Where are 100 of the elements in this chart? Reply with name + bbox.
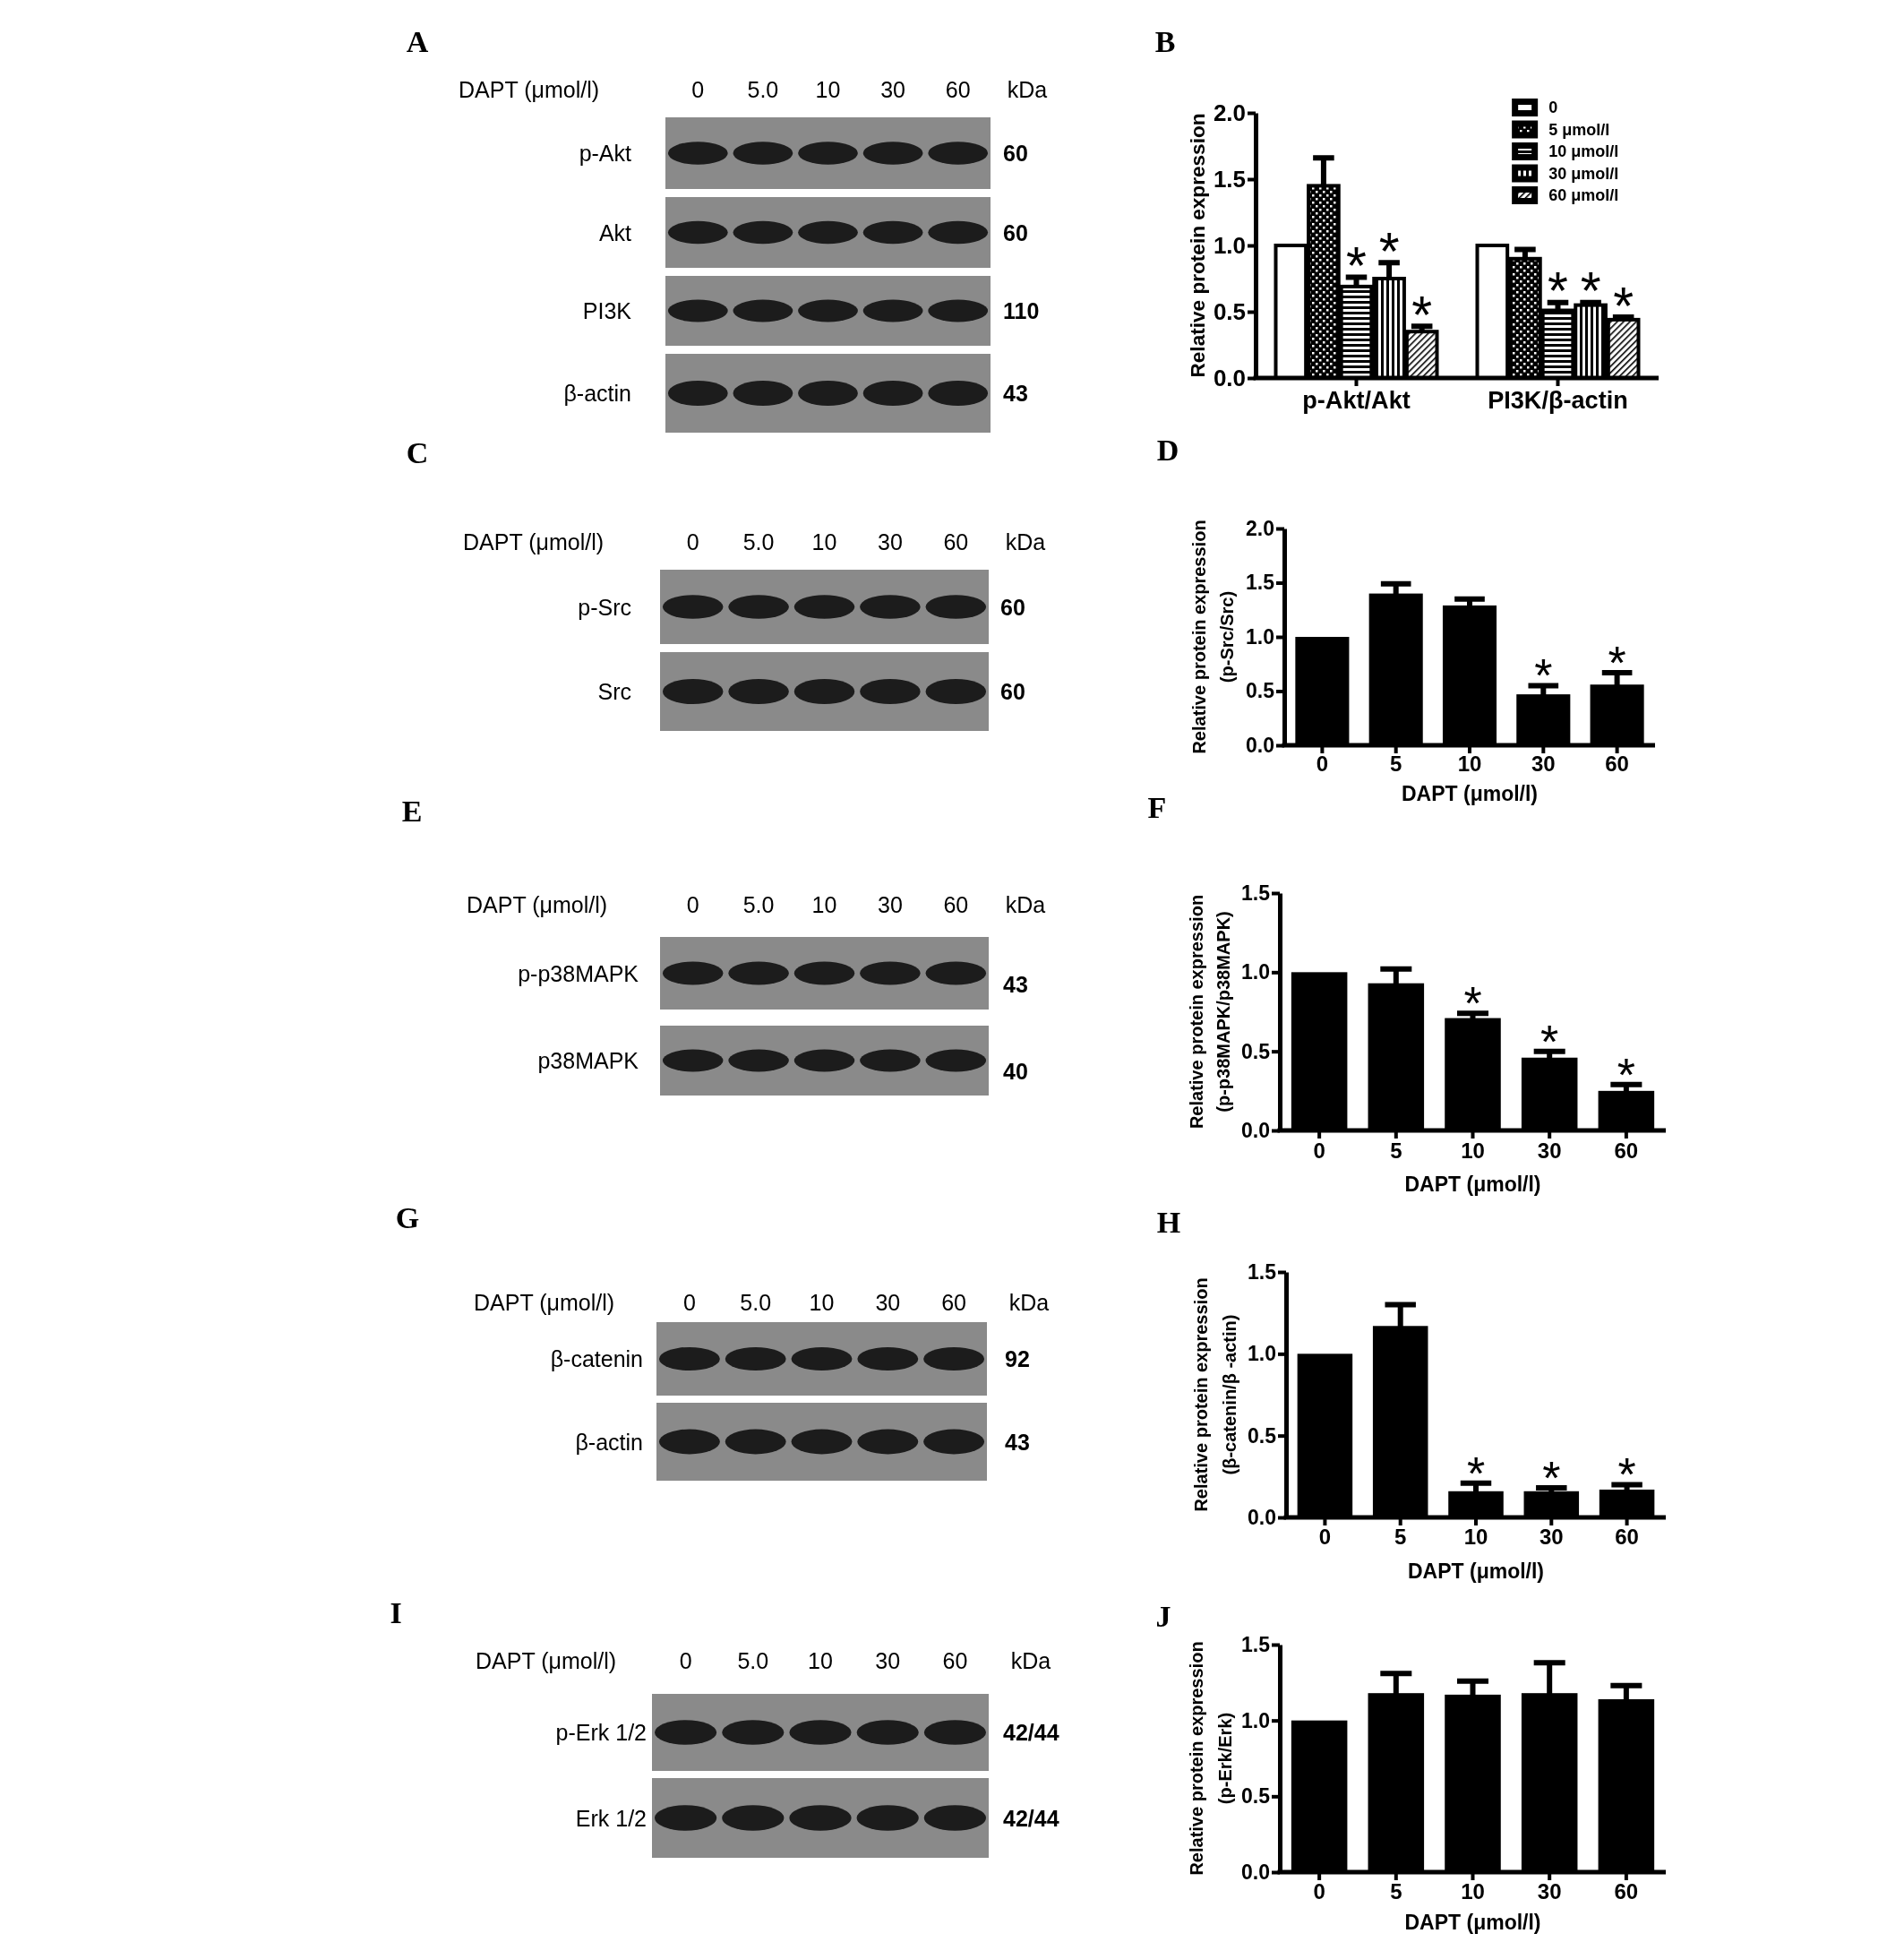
x-tick-label: p-Akt/Akt bbox=[1302, 386, 1411, 414]
category-label: 60 bbox=[945, 77, 971, 102]
y-tick-label: 1.5 bbox=[1246, 571, 1275, 595]
y-axis-title: Relative protein expression (p-Erk/Erk) bbox=[1187, 1641, 1235, 1876]
x-tick-label: 30 bbox=[1537, 1139, 1562, 1163]
category-label: Akt bbox=[598, 219, 631, 245]
x-tick-label: 10 bbox=[1457, 752, 1482, 776]
x-tick-label: 0 bbox=[1313, 1139, 1325, 1163]
text: DAPT (μmol/l) bbox=[474, 1290, 615, 1315]
y-tick-label: 1.0 bbox=[1241, 960, 1270, 984]
y-tick-label: 1.0 bbox=[1213, 231, 1246, 259]
text: kDa bbox=[1008, 1290, 1050, 1315]
y-axis-title: Relative protein expression (β-catenin/β -actin) bbox=[1191, 1277, 1239, 1512]
y-tick-label: 1.5 bbox=[1248, 1259, 1277, 1284]
y-tick-label: 0.5 bbox=[1241, 1039, 1271, 1063]
y-axis-title: Relative protein expression (p-Src/Src) bbox=[1189, 520, 1237, 754]
text: C bbox=[406, 435, 429, 469]
x-axis-title: DAPT (μmol/l) bbox=[1404, 1173, 1541, 1196]
text: kDa bbox=[1010, 1648, 1051, 1673]
legend-label: 0 bbox=[1548, 99, 1558, 116]
category-label: 60 bbox=[1000, 594, 1025, 620]
x-tick-label: 5 bbox=[1390, 752, 1402, 776]
data-label: * bbox=[1466, 1447, 1486, 1499]
category-label: β-catenin bbox=[550, 1346, 643, 1371]
chart-title: J bbox=[1155, 1599, 1171, 1633]
category-label: p-Erk 1/2 bbox=[555, 1720, 647, 1745]
data-label: * bbox=[1613, 276, 1634, 335]
data-label: * bbox=[1346, 236, 1367, 296]
x-tick-label: 60 bbox=[1614, 1879, 1639, 1903]
data-label: * bbox=[1548, 262, 1568, 321]
category-label: 0 bbox=[691, 77, 705, 102]
text: kDa bbox=[1007, 77, 1048, 102]
data-label: * bbox=[1617, 1048, 1635, 1101]
text: A bbox=[406, 24, 429, 58]
x-tick-label: 60 bbox=[1614, 1139, 1639, 1163]
x-tick-label: 0 bbox=[1313, 1879, 1325, 1903]
data-label: * bbox=[1617, 1448, 1636, 1501]
y-tick-label: 1.0 bbox=[1248, 1342, 1276, 1366]
x-axis-title: DAPT (μmol/l) bbox=[1404, 1911, 1541, 1934]
x-tick-label: 30 bbox=[1537, 1879, 1562, 1903]
legend-label: 10 μmol/l bbox=[1548, 142, 1619, 160]
category-label: 60 bbox=[943, 529, 969, 554]
data-label: * bbox=[1540, 1015, 1559, 1068]
y-tick-label: 0.0 bbox=[1213, 364, 1246, 391]
x-tick-label: 5 bbox=[1394, 1525, 1407, 1549]
chart-title: D bbox=[1156, 433, 1179, 467]
y-tick-label: 0.5 bbox=[1248, 1423, 1277, 1448]
data-label: * bbox=[1608, 636, 1626, 689]
chart-title: F bbox=[1147, 790, 1167, 824]
data-label: * bbox=[1580, 262, 1601, 321]
y-tick-label: 0.0 bbox=[1241, 1118, 1270, 1142]
category-label: 0 bbox=[682, 1290, 696, 1315]
legend-label: 5 μmol/l bbox=[1548, 120, 1610, 139]
data-label: * bbox=[1542, 1452, 1561, 1505]
category-label: 30 bbox=[877, 529, 903, 554]
category-label: 60 bbox=[1003, 141, 1028, 166]
category-label: β-actin bbox=[563, 381, 631, 406]
category-label: 10 bbox=[811, 892, 837, 917]
category-label: 60 bbox=[1003, 219, 1028, 245]
category-label: 30 bbox=[875, 1290, 901, 1315]
legend-label: 60 μmol/l bbox=[1548, 186, 1619, 204]
y-tick-label: 0.5 bbox=[1246, 679, 1275, 703]
y-tick-label: 2.0 bbox=[1246, 516, 1274, 540]
y-tick-label: 0.0 bbox=[1248, 1505, 1276, 1529]
x-axis-title: DAPT (μmol/l) bbox=[1407, 1560, 1545, 1583]
category-label: 30 bbox=[875, 1648, 901, 1673]
category-label: p38MAPK bbox=[537, 1048, 639, 1073]
category-label: 30 bbox=[877, 892, 903, 917]
x-tick-label: 0 bbox=[1316, 752, 1329, 776]
x-tick-label: 60 bbox=[1615, 1525, 1639, 1549]
category-label: 43 bbox=[1003, 381, 1028, 406]
category-label: 10 bbox=[815, 77, 841, 102]
text: I bbox=[390, 1595, 402, 1629]
y-tick-label: 1.5 bbox=[1241, 1632, 1271, 1656]
y-tick-label: 0.5 bbox=[1241, 1784, 1271, 1809]
category-label: Src bbox=[597, 679, 631, 704]
category-label: p-Akt bbox=[579, 141, 631, 166]
text: G bbox=[395, 1200, 420, 1234]
text: DAPT (μmol/l) bbox=[463, 529, 605, 554]
category-label: 42/44 bbox=[1003, 1720, 1059, 1745]
y-tick-label: 1.0 bbox=[1241, 1708, 1270, 1732]
y-tick-label: 0.0 bbox=[1241, 1860, 1270, 1884]
text: E bbox=[401, 794, 423, 828]
legend-label: 30 μmol/l bbox=[1548, 164, 1619, 183]
category-label: 5.0 bbox=[737, 1648, 769, 1673]
x-tick-label: 60 bbox=[1605, 752, 1629, 776]
category-label: 30 bbox=[880, 77, 906, 102]
x-tick-label: 30 bbox=[1531, 752, 1556, 776]
chart-title: B bbox=[1154, 24, 1176, 58]
y-tick-label: 2.0 bbox=[1213, 99, 1246, 126]
text: DAPT (μmol/l) bbox=[467, 892, 608, 917]
category-label: 0 bbox=[686, 529, 699, 554]
text: kDa bbox=[1005, 892, 1046, 917]
category-label: 5.0 bbox=[742, 892, 775, 917]
y-tick-label: 0.5 bbox=[1213, 297, 1246, 325]
x-tick-label: 10 bbox=[1463, 1525, 1488, 1549]
category-label: PI3K bbox=[582, 298, 631, 323]
category-label: 60 bbox=[1000, 679, 1025, 704]
y-tick-label: 1.0 bbox=[1246, 624, 1274, 649]
category-label: 5.0 bbox=[740, 1290, 772, 1315]
